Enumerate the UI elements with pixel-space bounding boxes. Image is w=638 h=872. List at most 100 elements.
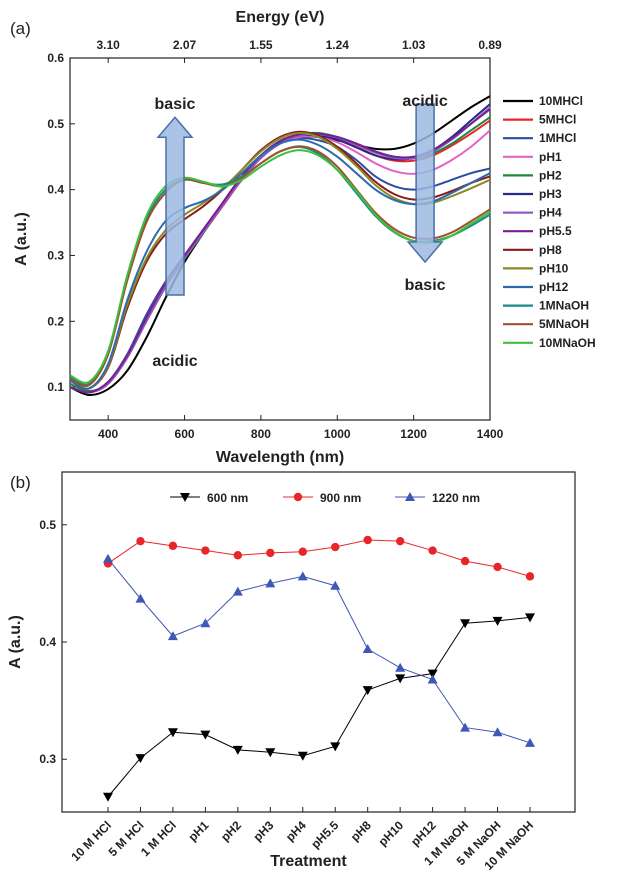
data-point-900-nm — [201, 546, 210, 555]
data-point-900-nm — [525, 572, 535, 581]
x-axis-title: Treatment — [270, 853, 347, 870]
x-axis-title: Wavelength (nm) — [216, 449, 344, 466]
data-point-900-nm — [136, 536, 145, 546]
data-point-1220-nm — [460, 722, 471, 732]
x-tick-label: pH2 — [218, 818, 244, 844]
data-point-900-nm — [363, 535, 372, 545]
y-tick-label: 0.3 — [39, 752, 56, 766]
data-point-600-nm — [395, 674, 406, 684]
data-point-1220-nm — [200, 618, 211, 628]
plot-frame-b — [61, 471, 576, 813]
legend-label-ph8: pH8 — [539, 243, 562, 257]
x-tick-label: 10 M HCl — [68, 818, 114, 864]
data-point-600-nm — [135, 754, 146, 764]
top-tick-label: 3.10 — [97, 38, 121, 52]
legend-label-5mnaoh: 5MNaOH — [539, 317, 589, 331]
data-point-1220-nm — [103, 553, 113, 563]
data-point-900-nm — [428, 546, 437, 555]
plot-frame-a — [69, 57, 491, 421]
data-point-900-nm — [493, 562, 502, 572]
chart-a: 400 600 800 1000 1200 1400 0.1 0.2 0.3 0.4 0.5 0.6 3… — [13, 9, 596, 466]
top-tick-label: 2.07 — [173, 38, 197, 52]
data-point-1220-nm — [297, 571, 308, 581]
x-tick-label: 1 M HCl — [138, 818, 179, 859]
panel-label-b: (b) — [10, 473, 31, 492]
x-tick-label: 1400 — [477, 427, 504, 441]
data-point-1220-nm — [395, 662, 406, 672]
data-point-900-nm — [168, 541, 178, 551]
block-arrow-up — [156, 116, 194, 296]
data-point-900-nm — [460, 556, 470, 566]
legend-label-600-nm: 600 nm — [207, 491, 248, 505]
legend-label-ph12: pH12 — [539, 280, 569, 294]
data-point-900-nm — [395, 536, 405, 546]
data-point-1220-nm — [427, 674, 438, 684]
annotation-acidic: acidic — [402, 93, 447, 110]
legend-label-1220-nm: 1220 nm — [432, 491, 480, 505]
block-arrow-down — [406, 103, 444, 264]
top-tick-label: 1.03 — [402, 38, 426, 52]
legend-marker-600-nm — [180, 493, 190, 502]
y-tick-label: 0.5 — [39, 518, 56, 532]
data-point-600-nm — [362, 686, 373, 696]
legend-label-ph10: pH10 — [539, 261, 569, 275]
data-point-600-nm — [265, 748, 276, 758]
legend-label-1mhcl: 1MHCl — [539, 131, 576, 145]
top-tick-label: 1.24 — [326, 38, 350, 52]
data-point-1220-nm — [135, 593, 146, 603]
data-point-600-nm — [297, 751, 308, 761]
x-tick-label: 1200 — [400, 427, 427, 441]
x-tick-label: pH5.5 — [308, 818, 341, 851]
x-tick-label: 800 — [251, 427, 271, 441]
top-tick-label: 1.55 — [249, 38, 273, 52]
legend-label-10mhcl: 10MHCl — [539, 94, 583, 108]
legend-label-ph2: pH2 — [539, 168, 562, 182]
x-tick-label: pH1 — [186, 818, 212, 844]
data-point-1220-nm — [492, 727, 503, 737]
legend-label-5mhcl: 5MHCl — [539, 113, 576, 127]
legend-marker-900-nm — [293, 492, 303, 502]
annotation-basic: basic — [405, 277, 446, 294]
series-line-900-nm — [107, 539, 531, 577]
data-point-600-nm — [167, 728, 178, 738]
data-point-1220-nm — [167, 631, 178, 641]
legend-label-900-nm: 900 nm — [320, 491, 361, 505]
data-point-600-nm — [232, 745, 243, 755]
x-tick-label: pH10 — [376, 818, 407, 849]
data-point-1220-nm — [362, 644, 373, 654]
x-tick-label: pH4 — [283, 818, 309, 844]
x-tick-label: 400 — [98, 427, 118, 441]
data-point-1220-nm — [525, 737, 535, 747]
panel-label-a: (a) — [10, 19, 31, 38]
legend-label-ph5-5: pH5.5 — [539, 224, 572, 238]
data-point-600-nm — [330, 742, 341, 752]
series-line-1220-nm — [107, 558, 531, 744]
legend-label-ph3: pH3 — [539, 187, 562, 201]
legend-label-1mnaoh: 1MNaOH — [539, 299, 589, 313]
data-point-1220-nm — [330, 580, 341, 590]
x-tick-label: 600 — [175, 427, 195, 441]
data-point-600-nm — [103, 792, 113, 802]
y-tick-label: 0.5 — [47, 117, 64, 131]
data-point-1220-nm — [265, 578, 276, 588]
y-tick-label: 0.4 — [39, 635, 56, 649]
x-tick-label: pH3 — [250, 818, 276, 844]
y-axis-title: A (a.u.) — [7, 615, 24, 669]
y-tick-label: 0.3 — [47, 248, 64, 262]
legend-label-ph4: pH4 — [539, 206, 562, 220]
data-point-600-nm — [200, 730, 211, 740]
series-line-600-nm — [107, 616, 531, 798]
data-point-600-nm — [525, 613, 535, 623]
legend-label-10mnaoh: 10MNaOH — [539, 336, 596, 350]
top-tick-label: 0.89 — [478, 38, 502, 52]
y-axis-title: A (a.u.) — [13, 212, 30, 266]
data-point-1220-nm — [232, 586, 243, 596]
data-point-900-nm — [298, 547, 307, 556]
annotation-basic: basic — [155, 96, 196, 113]
data-point-900-nm — [266, 548, 275, 558]
legend-marker-1220-nm — [405, 492, 415, 501]
y-tick-label: 0.4 — [47, 183, 64, 197]
y-tick-label: 0.1 — [47, 380, 64, 394]
